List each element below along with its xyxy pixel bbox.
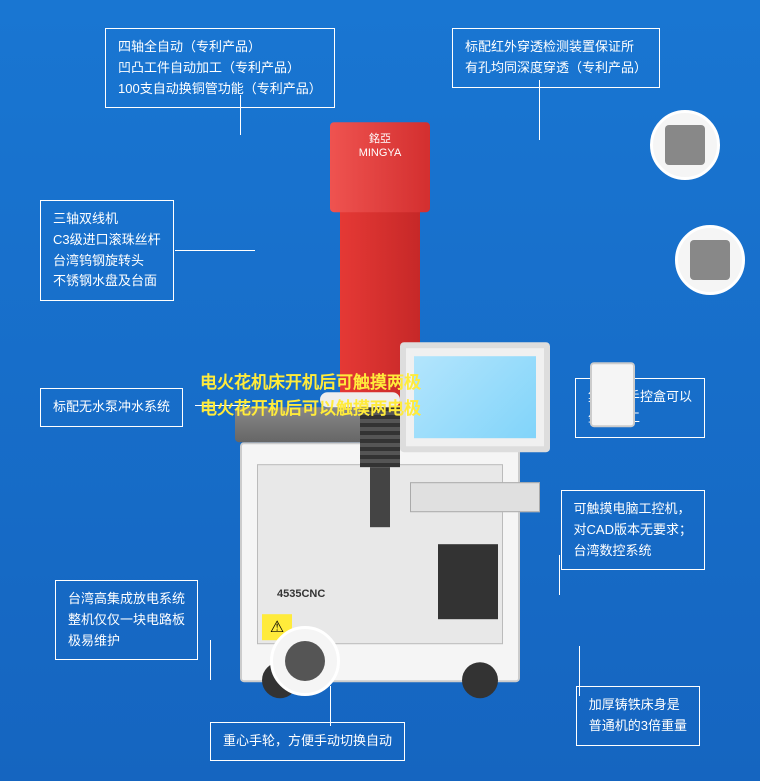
text: 极易维护 <box>68 631 185 652</box>
connector <box>559 555 560 595</box>
connector <box>579 646 580 696</box>
text: 台湾高集成放电系统 <box>68 589 185 610</box>
highlight-text: 电火花机床开机后可触摸两极 电火花开机后可以触摸两电极 <box>200 370 421 421</box>
brand-en: MINGYA <box>359 146 402 160</box>
text: 凹凸工件自动加工（专利产品） <box>118 58 322 79</box>
control-console <box>400 342 580 542</box>
brand-label: 銘亞 MINGYA <box>359 132 402 161</box>
text: 标配无水泵冲水系统 <box>53 397 170 418</box>
keyboard <box>410 482 540 512</box>
hand-pendant <box>590 362 635 427</box>
text: 整机仅仅一块电路板 <box>68 610 185 631</box>
callout-thickbase: 加厚铸铁床身是 普通机的3倍重量 <box>576 686 700 746</box>
text: 100支自动换铜管功能（专利产品） <box>118 79 322 100</box>
model-label: 4535CNC <box>277 588 325 600</box>
callout-discharge: 台湾高集成放电系统 整机仅仅一块电路板 极易维护 <box>55 580 198 660</box>
highlight-line: 电火花机床开机后可触摸两极 <box>200 370 421 396</box>
callout-mid-left: 三轴双线机 C3级进口滚珠丝杆 台湾钨钢旋转头 不锈钢水盘及台面 <box>40 200 174 301</box>
text: 台湾钨钢旋转头 <box>53 251 161 272</box>
text: 加厚铸铁床身是 <box>589 695 687 716</box>
detail-circle <box>650 110 720 180</box>
detail-circle <box>270 626 340 696</box>
connector <box>330 686 331 726</box>
text: 标配红外穿透检测装置保证所 <box>465 37 647 58</box>
text: 普通机的3倍重量 <box>589 716 687 737</box>
monitor <box>400 342 550 452</box>
text: 台湾数控系统 <box>574 541 692 562</box>
text: C3级进口滚珠丝杆 <box>53 230 161 251</box>
text: 三轴双线机 <box>53 209 161 230</box>
machine-head: 銘亞 MINGYA <box>330 122 430 212</box>
text: 四轴全自动（专利产品） <box>118 37 322 58</box>
electrode-tool <box>370 467 390 527</box>
callout-top-left: 四轴全自动（专利产品） 凹凸工件自动加工（专利产品） 100支自动换铜管功能（专… <box>105 28 335 108</box>
screen-display <box>414 356 536 438</box>
detail-circle <box>675 225 745 295</box>
callout-water: 标配无水泵冲水系统 <box>40 388 183 427</box>
callout-handwheel: 重心手轮，方便手动切换自动 <box>210 722 405 761</box>
text: 重心手轮，方便手动切换自动 <box>223 731 392 752</box>
text: 有孔均同深度穿透（专利产品） <box>465 58 647 79</box>
text: 对CAD版本无要求； <box>574 520 692 541</box>
text: 不锈钢水盘及台面 <box>53 271 161 292</box>
nameplate <box>438 544 498 619</box>
callout-computer: 可触摸电脑工控机， 对CAD版本无要求； 台湾数控系统 <box>561 490 705 570</box>
highlight-line: 电火花开机后可以触摸两电极 <box>200 396 421 422</box>
caster <box>462 662 498 698</box>
text: 可触摸电脑工控机， <box>574 499 692 520</box>
callout-top-right: 标配红外穿透检测装置保证所 有孔均同深度穿透（专利产品） <box>452 28 660 88</box>
brand-cn: 銘亞 <box>359 132 402 146</box>
